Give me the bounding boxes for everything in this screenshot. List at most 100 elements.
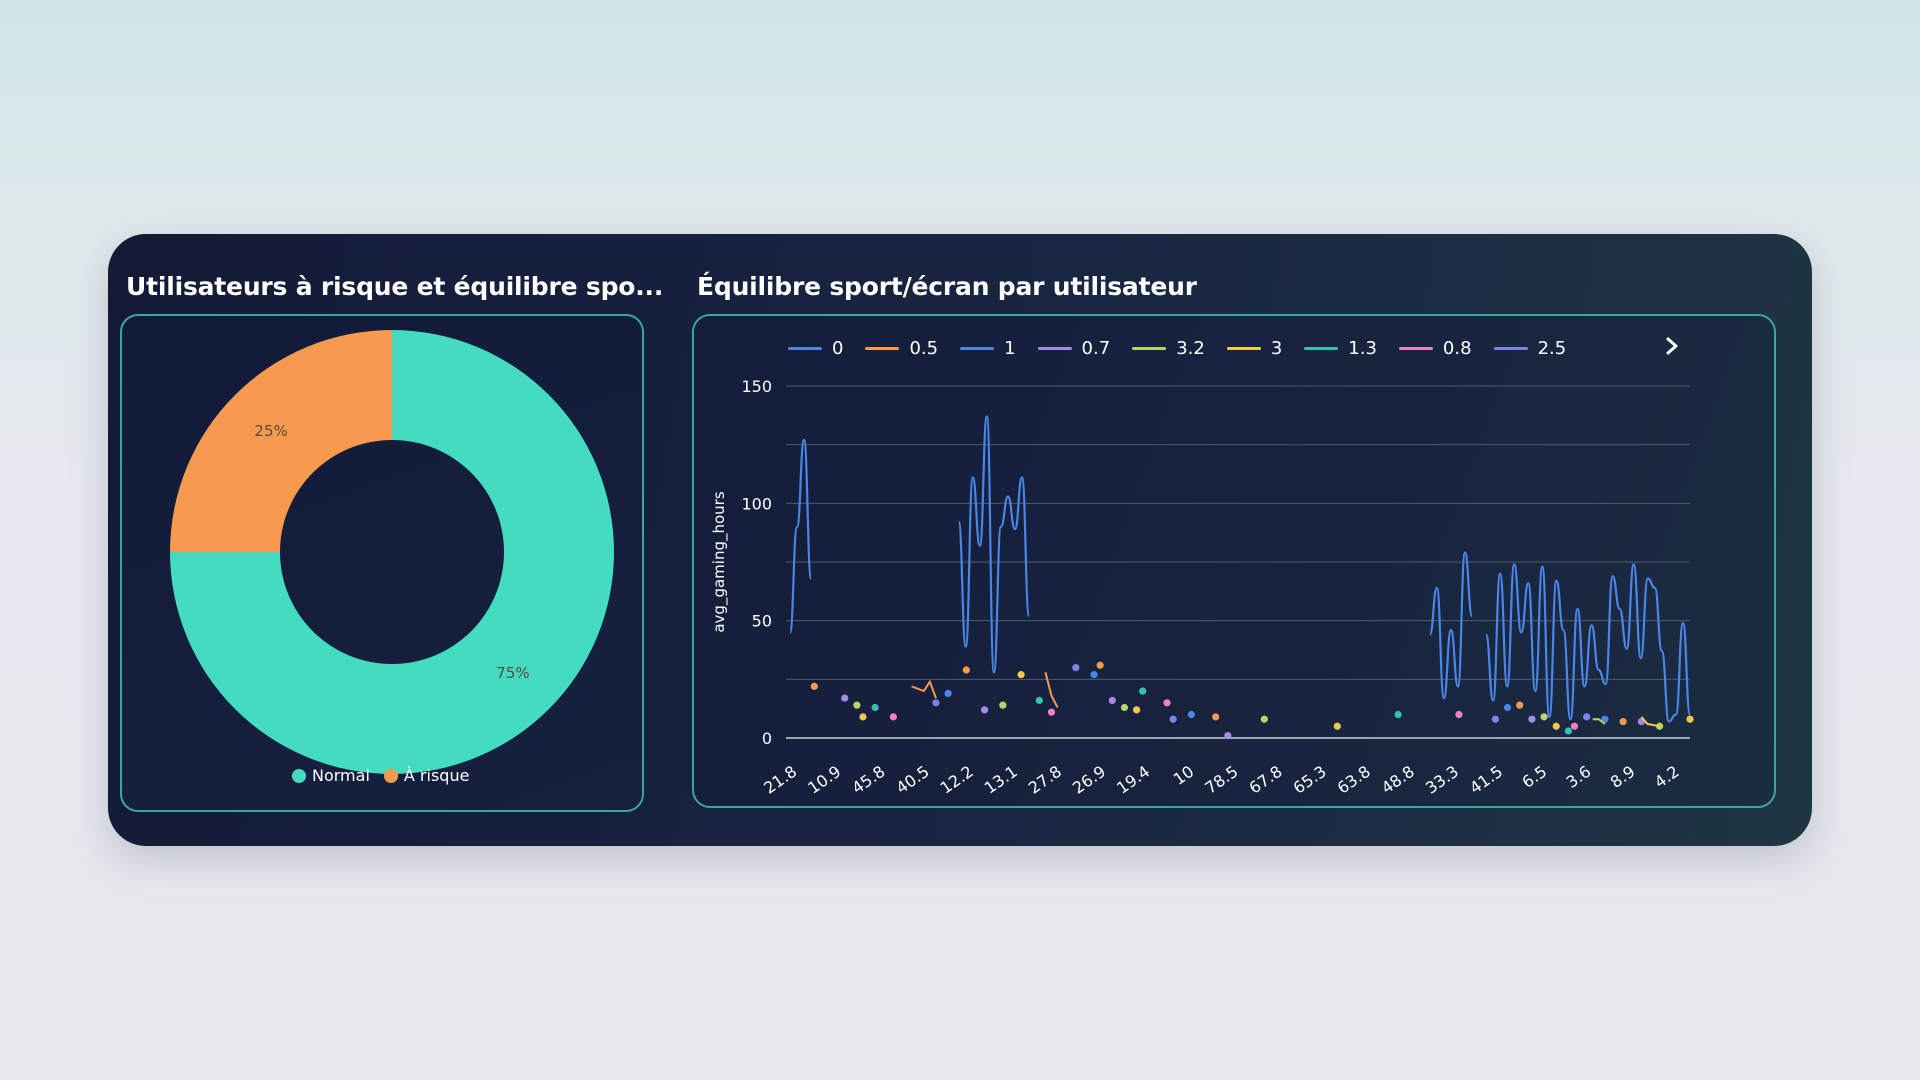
series-point[interactable] bbox=[1169, 715, 1177, 723]
x-tick-label: 40.5 bbox=[893, 762, 933, 798]
series-point[interactable] bbox=[1394, 710, 1402, 719]
x-tick-label: 19.4 bbox=[1113, 762, 1153, 798]
x-tick-label: 26.9 bbox=[1069, 762, 1109, 798]
x-tick-label: 8.9 bbox=[1607, 762, 1639, 792]
series-point[interactable] bbox=[1035, 696, 1043, 705]
legend-label-normal: Normal bbox=[312, 766, 370, 785]
legend-label-a-risque: À risque bbox=[403, 766, 470, 785]
y-tick-label: 0 bbox=[762, 729, 772, 748]
series-point[interactable] bbox=[1096, 661, 1104, 669]
x-tick-label: 4.2 bbox=[1651, 762, 1683, 792]
x-tick-label: 67.8 bbox=[1246, 762, 1286, 798]
series-point[interactable] bbox=[1333, 722, 1341, 730]
x-tick-label: 12.2 bbox=[937, 762, 977, 798]
series-legend-swatch-5 bbox=[1226, 347, 1261, 350]
series-legend-swatch-4 bbox=[1132, 347, 1167, 350]
series-point[interactable] bbox=[1187, 710, 1195, 719]
x-tick-label: 45.8 bbox=[848, 762, 888, 798]
series-point[interactable] bbox=[1017, 671, 1025, 679]
series-point[interactable] bbox=[1540, 713, 1548, 721]
series-point[interactable] bbox=[1503, 703, 1512, 712]
series-point[interactable] bbox=[1491, 715, 1500, 723]
series-legend-item-8[interactable]: 2.5 bbox=[1493, 338, 1566, 359]
series-point[interactable] bbox=[932, 699, 940, 707]
series-point[interactable] bbox=[1139, 687, 1147, 695]
series-point[interactable] bbox=[1686, 715, 1694, 723]
donut-card-title: Utilisateurs à risque et équilibre spo..… bbox=[126, 272, 664, 301]
donut-legend: Normal À risque bbox=[292, 766, 477, 785]
series-point[interactable] bbox=[889, 713, 897, 721]
series-legend-item-1[interactable]: 0.5 bbox=[865, 338, 938, 359]
x-tick-label: 13.1 bbox=[981, 762, 1021, 798]
series-legend-item-6[interactable]: 1.3 bbox=[1304, 338, 1377, 359]
legend-item-a-risque[interactable]: À risque bbox=[383, 766, 470, 785]
series-legend-swatch-3 bbox=[1037, 347, 1072, 350]
series-point[interactable] bbox=[841, 694, 849, 702]
series-legend-label-3: 0.7 bbox=[1081, 338, 1111, 359]
donut-slice-0[interactable] bbox=[170, 330, 614, 774]
series-line-0[interactable] bbox=[1485, 563, 1692, 723]
series-point[interactable] bbox=[1455, 710, 1463, 719]
y-tick-label: 150 bbox=[741, 377, 772, 396]
x-tick-label: 10 bbox=[1170, 762, 1198, 789]
series-legend-item-5[interactable]: 3 bbox=[1226, 338, 1283, 359]
series-point[interactable] bbox=[1619, 717, 1627, 726]
series-point[interactable] bbox=[1072, 664, 1080, 672]
series-point[interactable] bbox=[1552, 722, 1560, 730]
series-line-segment[interactable] bbox=[1044, 672, 1059, 708]
series-line-0[interactable] bbox=[788, 438, 813, 634]
series-point[interactable] bbox=[1163, 699, 1171, 707]
series-legend-item-0[interactable]: 0 bbox=[788, 338, 843, 359]
series-legend-swatch-8 bbox=[1493, 347, 1528, 350]
series-point[interactable] bbox=[1212, 713, 1220, 721]
series-line-0[interactable] bbox=[1428, 551, 1474, 700]
line-card-title: Équilibre sport/écran par utilisateur bbox=[697, 272, 1197, 301]
series-point[interactable] bbox=[1601, 715, 1609, 723]
series-line-segment[interactable] bbox=[1640, 716, 1660, 728]
donut-panel: 75% 25% Normal À risque bbox=[120, 314, 644, 812]
series-point[interactable] bbox=[1528, 715, 1536, 723]
series-legend-label-1: 0.5 bbox=[909, 338, 939, 359]
series-point[interactable] bbox=[944, 689, 952, 698]
series-point[interactable] bbox=[810, 682, 818, 690]
series-point[interactable] bbox=[1260, 715, 1268, 723]
series-point[interactable] bbox=[1570, 722, 1579, 730]
series-line-segment[interactable] bbox=[911, 679, 937, 699]
x-tick-label: 63.8 bbox=[1334, 762, 1374, 798]
series-legend-label-5: 3 bbox=[1270, 338, 1283, 359]
series-point[interactable] bbox=[1224, 732, 1232, 740]
series-legend-item-3[interactable]: 0.7 bbox=[1037, 338, 1111, 359]
series-point[interactable] bbox=[1047, 708, 1056, 716]
series-point[interactable] bbox=[1120, 703, 1129, 712]
line-chart: 0 50 100 150 avg_gaming_hours 21.8 10.9 45.8 40.… bbox=[710, 377, 1694, 798]
series-point[interactable] bbox=[859, 713, 867, 721]
y-axis-label: avg_gaming_hours bbox=[710, 491, 729, 632]
series-line-segment[interactable] bbox=[1592, 718, 1606, 725]
series-legend-item-4[interactable]: 3.2 bbox=[1132, 338, 1205, 359]
series-point[interactable] bbox=[999, 701, 1007, 709]
donut-slice-1[interactable] bbox=[170, 330, 392, 552]
chevron-right-icon[interactable] bbox=[1660, 336, 1684, 360]
series-point[interactable] bbox=[1564, 727, 1572, 735]
series-point[interactable] bbox=[962, 666, 970, 674]
series-point[interactable] bbox=[1108, 696, 1116, 705]
legend-item-normal[interactable]: Normal bbox=[292, 766, 370, 785]
series-legend-swatch-0 bbox=[788, 347, 822, 350]
series-point[interactable] bbox=[871, 703, 879, 712]
series-line-0[interactable] bbox=[957, 415, 1031, 674]
series-point[interactable] bbox=[853, 701, 861, 709]
legend-swatch-a-risque bbox=[383, 768, 398, 783]
series-point[interactable] bbox=[1583, 713, 1591, 721]
x-tick-label: 27.8 bbox=[1025, 762, 1065, 798]
series-legend-item-7[interactable]: 0.8 bbox=[1398, 338, 1472, 359]
series-legend-swatch-2 bbox=[960, 347, 995, 350]
y-tick-label: 50 bbox=[752, 612, 772, 631]
series-point[interactable] bbox=[980, 706, 989, 714]
series-point[interactable] bbox=[1090, 671, 1098, 679]
x-tick-label: 78.5 bbox=[1201, 762, 1241, 798]
series-legend-label-2: 1 bbox=[1004, 338, 1016, 359]
y-tick-label: 100 bbox=[741, 494, 772, 513]
series-legend-item-2[interactable]: 1 bbox=[960, 338, 1016, 359]
series-point[interactable] bbox=[1516, 701, 1524, 709]
series-point[interactable] bbox=[1133, 706, 1141, 714]
